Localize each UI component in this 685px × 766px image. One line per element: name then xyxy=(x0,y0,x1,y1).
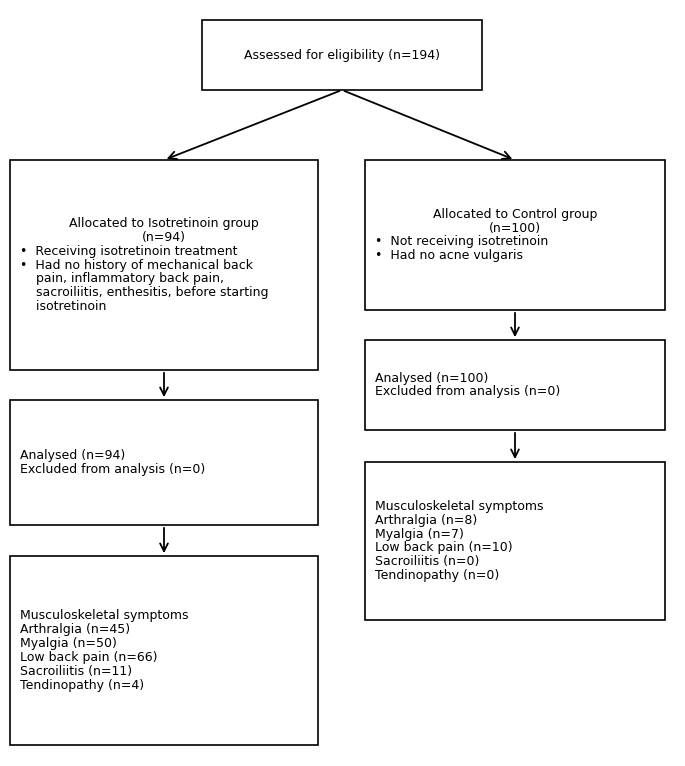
Text: •  Not receiving isotretinoin: • Not receiving isotretinoin xyxy=(375,235,548,248)
Text: Excluded from analysis (n=0): Excluded from analysis (n=0) xyxy=(375,385,560,398)
Text: isotretinoin: isotretinoin xyxy=(20,300,106,313)
Text: pain, inflammatory back pain,: pain, inflammatory back pain, xyxy=(20,273,224,286)
Text: Assessed for eligibility (n=194): Assessed for eligibility (n=194) xyxy=(244,48,440,61)
Text: (n=100): (n=100) xyxy=(489,221,541,234)
Bar xyxy=(10,556,318,745)
Bar xyxy=(202,20,482,90)
Text: Sacroiliitis (n=0): Sacroiliitis (n=0) xyxy=(375,555,480,568)
Text: Myalgia (n=50): Myalgia (n=50) xyxy=(20,637,117,650)
Text: Analysed (n=94): Analysed (n=94) xyxy=(20,449,125,462)
Text: Musculoskeletal symptoms: Musculoskeletal symptoms xyxy=(375,499,543,512)
Text: Myalgia (n=7): Myalgia (n=7) xyxy=(375,528,464,541)
Bar xyxy=(365,160,665,310)
Text: (n=94): (n=94) xyxy=(142,231,186,244)
Text: Low back pain (n=10): Low back pain (n=10) xyxy=(375,542,512,555)
Text: •  Had no acne vulgaris: • Had no acne vulgaris xyxy=(375,250,523,263)
Text: sacroiliitis, enthesitis, before starting: sacroiliitis, enthesitis, before startin… xyxy=(20,286,269,300)
Text: Allocated to Control group: Allocated to Control group xyxy=(433,208,597,221)
Text: Low back pain (n=66): Low back pain (n=66) xyxy=(20,651,158,664)
Text: Allocated to Isotretinoin group: Allocated to Isotretinoin group xyxy=(69,217,259,230)
Text: •  Receiving isotretinoin treatment: • Receiving isotretinoin treatment xyxy=(20,244,238,257)
Bar xyxy=(365,340,665,430)
Text: Tendinopathy (n=4): Tendinopathy (n=4) xyxy=(20,679,144,692)
Text: Analysed (n=100): Analysed (n=100) xyxy=(375,372,488,385)
Text: Excluded from analysis (n=0): Excluded from analysis (n=0) xyxy=(20,463,205,476)
Text: Arthralgia (n=45): Arthralgia (n=45) xyxy=(20,623,130,636)
Bar xyxy=(10,400,318,525)
Text: Sacroiliitis (n=11): Sacroiliitis (n=11) xyxy=(20,665,132,678)
Bar xyxy=(365,462,665,620)
Bar xyxy=(10,160,318,370)
Text: Tendinopathy (n=0): Tendinopathy (n=0) xyxy=(375,569,499,582)
Text: Musculoskeletal symptoms: Musculoskeletal symptoms xyxy=(20,609,188,622)
Text: •  Had no history of mechanical back: • Had no history of mechanical back xyxy=(20,258,253,271)
Text: Arthralgia (n=8): Arthralgia (n=8) xyxy=(375,513,477,526)
